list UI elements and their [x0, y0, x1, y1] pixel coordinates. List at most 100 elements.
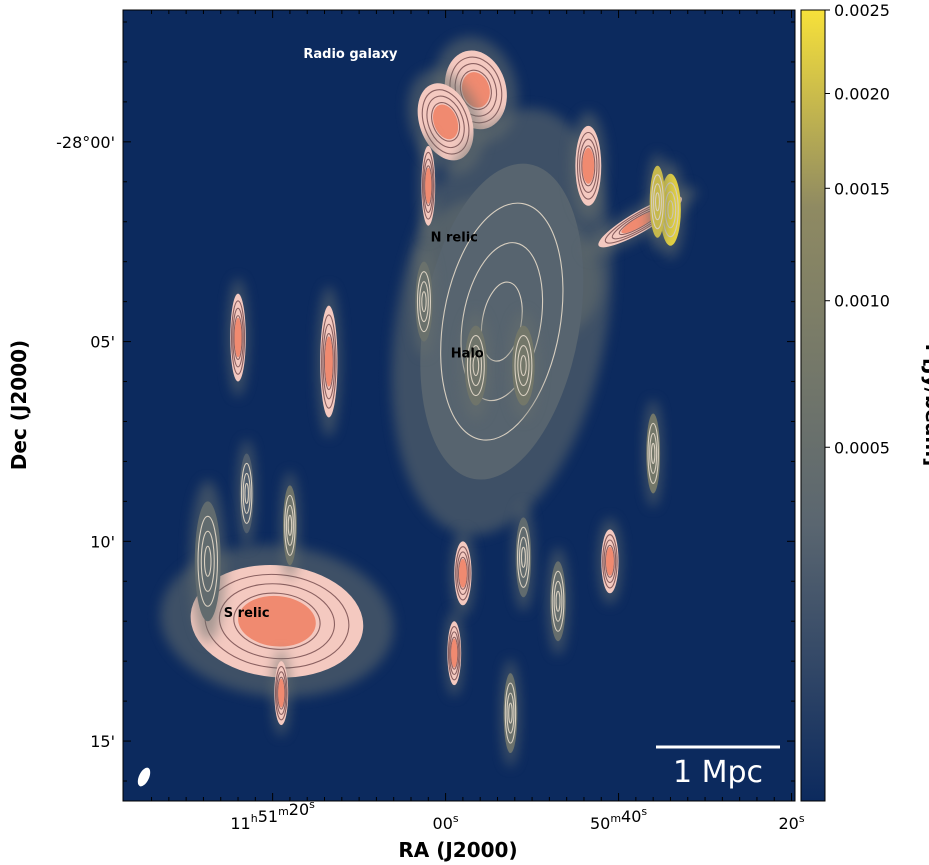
source-contour — [447, 626, 461, 681]
source-contour — [232, 307, 244, 368]
source-contour — [504, 682, 517, 744]
source-source-n — [418, 131, 438, 240]
source-contour — [274, 665, 288, 721]
beam-ellipse — [137, 767, 151, 787]
source-source-l — [501, 659, 520, 768]
source-contour — [421, 291, 427, 313]
source-halo-core — [391, 108, 612, 535]
annotations-layer: Radio galaxy N relic Halo S relic — [224, 47, 484, 621]
x-tick-label-part: 20 — [289, 800, 309, 819]
source-contour — [651, 174, 664, 230]
source-contour — [424, 165, 433, 207]
sources-layer — [160, 36, 697, 768]
x-tick-label-unit: m — [610, 812, 621, 825]
source-contour — [650, 442, 656, 464]
source-contour — [520, 355, 527, 377]
source-contour — [323, 333, 334, 391]
source-body — [512, 325, 535, 406]
colorbar-tick-label: 0.0025 — [834, 1, 890, 20]
source-peak — [234, 317, 242, 358]
source-contour — [230, 300, 246, 375]
source-source-s — [271, 649, 291, 737]
source-contour — [581, 145, 596, 187]
x-tick-label: 50m40s — [590, 805, 647, 833]
colorbar-ticks: 0.0025 0.0020 0.0015 0.0010 0.0005 — [825, 1, 890, 457]
colorbar — [800, 9, 826, 802]
source-contour — [287, 514, 293, 536]
source-contour — [200, 530, 215, 592]
source-halo-right — [508, 311, 539, 420]
colorbar-tick-label: 0.0005 — [834, 438, 890, 457]
colorbar-tick-label: 0.0020 — [834, 85, 890, 104]
source-source-p — [646, 153, 668, 251]
source-peak — [425, 167, 432, 204]
source-contour — [233, 315, 243, 361]
source-peak — [451, 638, 458, 668]
colorbar-tick-label: 0.0015 — [834, 179, 890, 198]
colorbar-tick-label: 0.0010 — [834, 292, 890, 311]
y-tick-label: 15' — [90, 732, 115, 751]
source-contour — [416, 271, 432, 333]
source-contour — [421, 151, 435, 220]
x-tick-label-part: 50 — [590, 814, 610, 833]
x-tick-label-unit: h — [251, 812, 258, 825]
source-contour — [555, 590, 561, 612]
source-peak — [459, 558, 467, 588]
x-tick-label-unit: m — [278, 805, 289, 818]
source-contour — [472, 355, 480, 377]
source-contour — [449, 631, 460, 676]
source-peak — [433, 104, 459, 140]
source-contour — [322, 323, 336, 400]
source-contour — [460, 242, 544, 402]
source-contour — [649, 432, 658, 474]
source-contour — [647, 422, 659, 484]
source-contour — [469, 345, 483, 387]
source-contour — [426, 95, 465, 149]
source-contour — [277, 676, 286, 710]
x-tick-label-unit: s — [799, 812, 805, 825]
source-contour — [197, 515, 219, 607]
source-contour — [517, 345, 530, 387]
source-contour — [466, 335, 485, 397]
source-contour — [321, 314, 337, 409]
y-tick-label: -28°00' — [56, 133, 115, 152]
colorbar-label: I [Jy/beam] — [921, 344, 929, 467]
source-contour — [667, 200, 674, 220]
y-axis-label: Dec (J2000) — [7, 340, 31, 470]
source-source-r — [547, 547, 569, 656]
source-peak — [606, 546, 614, 576]
source-source-k — [444, 610, 464, 697]
source-contour — [233, 592, 321, 650]
x-tick-label-unit: s — [641, 805, 647, 818]
source-body — [420, 163, 584, 480]
source-peak — [582, 147, 595, 184]
source-source-g — [280, 471, 300, 580]
x-tick-label-unit: s — [309, 798, 315, 811]
source-contour — [285, 504, 294, 546]
source-body — [464, 325, 488, 406]
x-tick-label-part: 00 — [433, 814, 453, 833]
source-contour — [605, 544, 615, 578]
y-tick-label: 05' — [90, 333, 115, 352]
source-contour — [203, 545, 212, 577]
x-tick-label-unit: s — [453, 812, 459, 825]
source-peak — [324, 336, 333, 387]
source-contour — [576, 131, 600, 200]
source-contour — [276, 671, 287, 715]
source-contour — [456, 551, 470, 596]
source-contour — [244, 482, 249, 504]
source-contour — [440, 202, 564, 441]
source-contour — [551, 570, 565, 632]
source-contour — [653, 183, 662, 221]
source-source-i — [598, 518, 622, 605]
source-contour — [517, 526, 530, 588]
scalebar-label: 1 Mpc — [673, 755, 763, 790]
plot-frame — [122, 9, 796, 802]
x-tick-label-part: 11 — [230, 814, 250, 833]
x-tick-label-part: 51 — [258, 807, 278, 826]
source-peak — [278, 678, 285, 708]
x-axis-label: RA (J2000) — [398, 838, 517, 862]
source-contour — [508, 702, 513, 724]
source-contour — [518, 536, 528, 578]
